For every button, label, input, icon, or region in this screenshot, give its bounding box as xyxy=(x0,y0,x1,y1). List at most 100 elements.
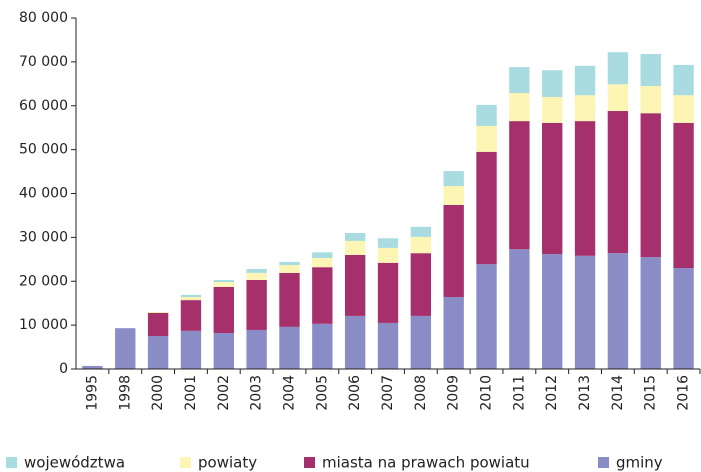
y-tick-label: 50 000 xyxy=(19,142,68,158)
legend-label: gminy xyxy=(616,454,663,472)
bar-segment xyxy=(443,186,464,205)
legend-swatch xyxy=(598,457,609,468)
x-tick-label: 2013 xyxy=(577,375,593,411)
x-tick-label: 1998 xyxy=(117,375,133,411)
bar-segment xyxy=(574,121,596,256)
y-tick-label: 80 000 xyxy=(19,10,68,26)
bar-segment xyxy=(180,294,202,298)
x-tick-label: 2006 xyxy=(347,375,363,411)
bar-segment xyxy=(673,122,694,269)
bar-segment xyxy=(279,326,300,369)
x-tick-label: 1995 xyxy=(84,375,100,411)
y-tick-label: 70 000 xyxy=(19,54,68,70)
bar-segment xyxy=(542,70,563,97)
bar-segment xyxy=(279,261,300,266)
bar-segment xyxy=(312,257,333,268)
bar-segment xyxy=(377,247,399,263)
bar-segment xyxy=(246,268,267,273)
bar-segment xyxy=(410,253,432,316)
bar-segment xyxy=(476,151,497,265)
bar-segment xyxy=(82,365,103,369)
legend-swatch xyxy=(6,457,17,468)
legend-label: miasta na prawach powiatu xyxy=(322,454,530,472)
bar-segment xyxy=(147,311,169,313)
bar-segment xyxy=(312,267,333,324)
bar-segment xyxy=(443,297,464,369)
x-tick-label: 2007 xyxy=(380,375,396,411)
bar-segment xyxy=(213,286,234,334)
bar-segment xyxy=(443,204,464,298)
x-tick-label: 2002 xyxy=(216,375,232,411)
bar-segment xyxy=(344,315,366,369)
bar-segment xyxy=(607,111,629,254)
bar-segment xyxy=(147,312,169,337)
x-tick-label: 2009 xyxy=(446,375,462,411)
bar-segment xyxy=(344,232,366,241)
x-tick-label: 2015 xyxy=(643,375,659,411)
legend-swatch xyxy=(304,457,315,468)
x-tick-label: 2008 xyxy=(413,375,429,411)
bar-segment xyxy=(180,297,202,301)
bar-segment xyxy=(410,226,432,237)
bar-segment xyxy=(542,254,563,369)
x-tick-label: 2000 xyxy=(150,375,166,411)
bar-segment xyxy=(312,323,333,369)
legend-label: powiaty xyxy=(198,454,257,472)
bar-segment xyxy=(476,104,497,126)
y-tick-label: 60 000 xyxy=(19,98,68,114)
bar-segment xyxy=(147,336,169,369)
bar-segment xyxy=(213,279,234,283)
x-tick-label: 2012 xyxy=(544,375,560,411)
y-tick-label: 0 xyxy=(59,361,68,377)
bar-segment xyxy=(377,322,399,369)
bar-segment xyxy=(377,262,399,323)
bar-segment xyxy=(574,255,596,369)
bar-segment xyxy=(542,122,563,255)
x-tick-label: 2003 xyxy=(249,375,265,411)
bar-segment xyxy=(410,315,432,369)
bar-segment xyxy=(673,268,694,369)
bar-segment xyxy=(279,265,300,273)
bar-segment xyxy=(607,253,629,369)
bar-segment xyxy=(246,272,267,280)
bar-segment xyxy=(673,95,694,123)
bar-segment xyxy=(607,84,629,112)
y-tick-label: 40 000 xyxy=(19,186,68,202)
bar-segment xyxy=(476,125,497,152)
bar-segment xyxy=(673,64,694,96)
bar-segment xyxy=(476,264,497,369)
bar-segment xyxy=(312,252,333,258)
x-tick-label: 2004 xyxy=(281,375,297,411)
bar-segment xyxy=(640,113,661,258)
bar-segment xyxy=(344,254,366,316)
bar-segment xyxy=(180,330,202,369)
legend-label: województwa xyxy=(24,454,125,472)
bar-segment xyxy=(509,93,530,122)
bar-segment xyxy=(640,257,661,369)
bar-segment xyxy=(213,333,234,369)
x-tick-label: 2010 xyxy=(479,375,495,411)
bar-segment xyxy=(115,328,136,369)
bar-segment xyxy=(509,249,530,369)
x-tick-label: 2014 xyxy=(610,375,626,411)
bar-segment xyxy=(574,65,596,96)
bar-segment xyxy=(509,67,530,94)
bar-segment xyxy=(180,300,202,331)
bar-segment xyxy=(509,121,530,250)
bar-segment xyxy=(640,53,661,87)
y-tick-label: 20 000 xyxy=(19,273,68,289)
bar-segment xyxy=(377,238,399,248)
bar-segment xyxy=(246,329,267,369)
bar-segment xyxy=(213,282,234,287)
x-tick-label: 2011 xyxy=(511,375,527,411)
y-tick-label: 10 000 xyxy=(19,317,68,333)
bar-segment xyxy=(574,95,596,122)
bar-segment xyxy=(246,279,267,330)
bar-segment xyxy=(640,86,661,114)
legend-swatch xyxy=(180,457,191,468)
x-tick-label: 2001 xyxy=(183,375,199,411)
bar-segment xyxy=(542,96,563,123)
y-tick-label: 30 000 xyxy=(19,229,68,245)
bar-segment xyxy=(410,236,432,254)
